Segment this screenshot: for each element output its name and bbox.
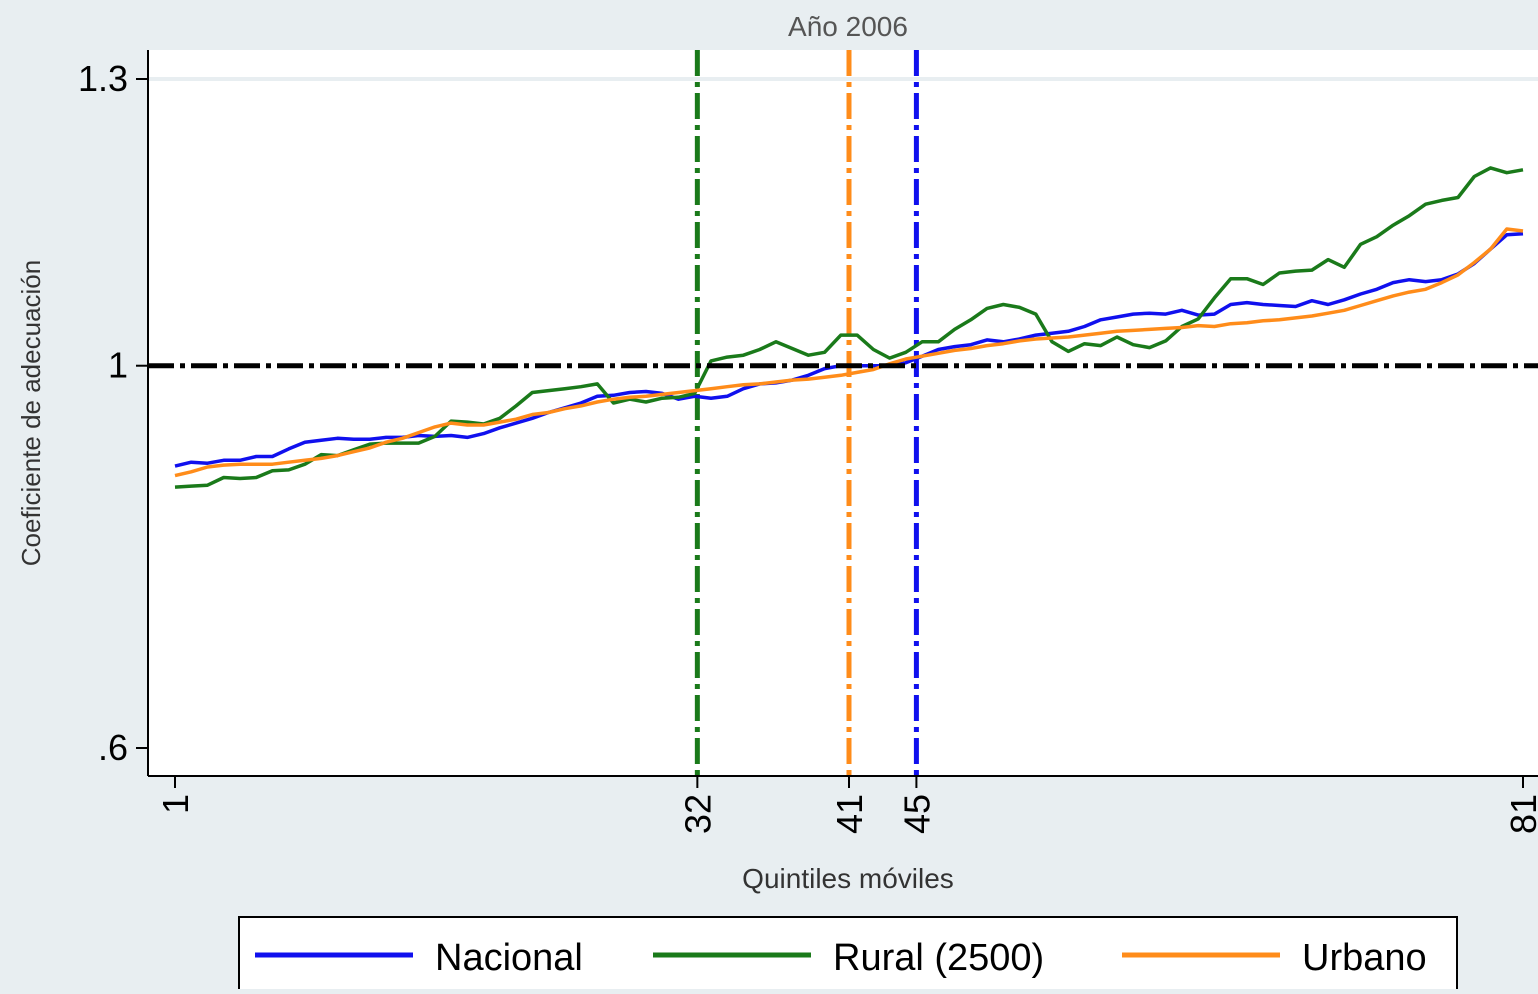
- legend-item-nacional: Nacional: [255, 937, 583, 979]
- legend-label: Nacional: [435, 937, 583, 979]
- reference-lines: [694, 50, 919, 776]
- x-tick-label: 32: [677, 794, 718, 834]
- chart-title: Año 2006: [788, 11, 908, 42]
- legend-item-urbano: Urbano: [1122, 937, 1427, 979]
- series-line-urbano: [174, 227, 1524, 478]
- y-tick-label: 1: [108, 345, 128, 386]
- x-axis-label: Quintiles móviles: [742, 863, 954, 894]
- legend-label: Rural (2500): [833, 937, 1044, 979]
- legend-label: Urbano: [1302, 937, 1427, 979]
- plot-area: [148, 50, 1538, 776]
- y-tick-label: 1.3: [78, 58, 128, 99]
- legend-item-rural-2500: Rural (2500): [653, 937, 1044, 979]
- series-line-rural-2500: [174, 166, 1524, 489]
- y-tick-label: .6: [98, 727, 128, 768]
- axes: .6 1 1.3 1 32 41 45 81: [78, 50, 1538, 834]
- y-axis-label: Coeficiente de adecuación: [16, 260, 46, 566]
- x-tick-label: 1: [155, 794, 196, 814]
- x-tick-label: 45: [896, 794, 937, 834]
- legend: Nacional Rural (2500) Urbano: [238, 916, 1458, 994]
- x-tick-label: 81: [1503, 794, 1538, 834]
- x-tick-label: 41: [829, 794, 870, 834]
